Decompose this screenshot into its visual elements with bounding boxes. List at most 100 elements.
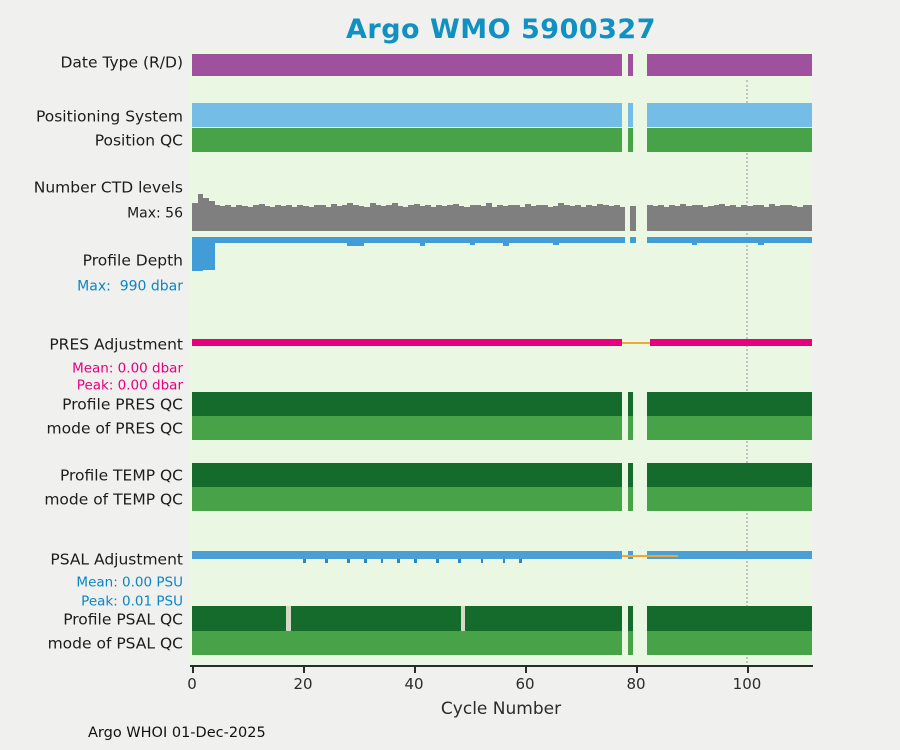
bar-profile-depth bbox=[336, 237, 343, 243]
bar-ctd-levels bbox=[386, 204, 393, 231]
bar-ctd-levels bbox=[652, 205, 659, 231]
bar-profile-depth bbox=[419, 237, 426, 246]
bar-profile-depth bbox=[752, 237, 759, 243]
bar-ctd-levels bbox=[663, 206, 670, 231]
band-date-type bbox=[192, 54, 623, 76]
bar-ctd-levels bbox=[525, 203, 531, 231]
row-sublabel-psal-adjustment-0: Mean: 0.00 PSU bbox=[76, 574, 183, 591]
bar-profile-depth bbox=[735, 237, 742, 243]
bar-ctd-levels bbox=[480, 205, 487, 231]
band-mode-temp-qc bbox=[628, 487, 634, 511]
bar-ctd-levels bbox=[475, 205, 481, 231]
tick-psal-adjustment bbox=[436, 559, 439, 563]
bar-profile-depth bbox=[708, 237, 715, 243]
row-label-position-qc: Position QC bbox=[94, 131, 183, 150]
bar-ctd-levels bbox=[325, 206, 332, 231]
bar-ctd-levels bbox=[691, 205, 698, 231]
band-positioning-system bbox=[628, 103, 634, 127]
bar-profile-depth bbox=[774, 237, 781, 243]
bar-profile-depth bbox=[197, 237, 204, 271]
bar-profile-depth bbox=[241, 237, 248, 243]
band-position-qc bbox=[647, 128, 812, 152]
bar-profile-depth bbox=[341, 237, 348, 243]
bar-ctd-levels bbox=[414, 203, 420, 231]
bar-ctd-levels bbox=[502, 205, 509, 231]
bar-ctd-levels bbox=[447, 205, 454, 231]
bar-ctd-levels bbox=[730, 204, 737, 231]
bar-ctd-levels bbox=[347, 203, 354, 231]
bar-ctd-levels bbox=[774, 205, 781, 231]
bar-profile-depth bbox=[330, 237, 337, 244]
bar-ctd-levels bbox=[308, 207, 315, 231]
bar-ctd-levels bbox=[314, 204, 321, 231]
row-label-ctd-levels: Number CTD levels bbox=[33, 178, 183, 197]
bar-profile-depth bbox=[291, 237, 298, 243]
x-axis-tick-mark bbox=[192, 667, 194, 673]
bar-ctd-levels bbox=[264, 205, 271, 231]
bar-profile-depth bbox=[574, 237, 581, 243]
bar-ctd-levels bbox=[785, 204, 792, 231]
bar-profile-depth bbox=[230, 237, 237, 243]
row-label-positioning-system: Positioning System bbox=[35, 107, 183, 126]
bar-profile-depth bbox=[314, 237, 321, 243]
bar-profile-depth bbox=[808, 237, 812, 243]
bar-profile-depth bbox=[308, 237, 315, 243]
x-axis-tick-mark bbox=[303, 667, 305, 673]
band-date-type bbox=[647, 54, 812, 76]
bar-ctd-levels bbox=[619, 206, 626, 231]
bar-ctd-levels bbox=[674, 205, 681, 231]
band-profile-temp-qc bbox=[628, 463, 634, 487]
band-profile-temp-qc bbox=[192, 463, 623, 487]
bar-ctd-levels bbox=[519, 206, 526, 231]
row-label-mode-temp-qc: mode of TEMP QC bbox=[44, 490, 183, 509]
bar-ctd-levels bbox=[291, 206, 298, 231]
bar-ctd-levels bbox=[419, 205, 426, 231]
bar-profile-depth bbox=[319, 237, 326, 243]
bar-profile-depth bbox=[758, 237, 765, 246]
bar-ctd-levels bbox=[597, 203, 604, 231]
bar-profile-depth bbox=[569, 237, 576, 243]
band-mode-psal-qc bbox=[628, 631, 634, 655]
bar-profile-depth bbox=[591, 237, 598, 243]
bar-profile-depth bbox=[469, 237, 476, 246]
plot-area bbox=[190, 50, 812, 665]
row-label-mode-psal-qc: mode of PSAL QC bbox=[47, 634, 183, 653]
bar-ctd-levels bbox=[702, 206, 709, 231]
bar-ctd-levels bbox=[352, 204, 359, 231]
row-label-psal-adjustment: PSAL Adjustment bbox=[50, 550, 183, 569]
tick-psal-adjustment bbox=[364, 559, 367, 563]
bar-profile-depth bbox=[719, 237, 726, 243]
bar-ctd-levels bbox=[580, 206, 587, 231]
bar-profile-depth bbox=[502, 237, 509, 246]
bar-profile-depth bbox=[247, 237, 254, 243]
bar-profile-depth bbox=[364, 237, 370, 244]
bar-ctd-levels bbox=[802, 205, 809, 231]
bar-profile-depth bbox=[297, 237, 304, 243]
x-axis-line bbox=[190, 665, 813, 667]
row-sublabel-psal-adjustment-1: Peak: 0.01 PSU bbox=[81, 593, 183, 610]
bar-ctd-levels bbox=[214, 204, 221, 231]
bar-ctd-levels bbox=[275, 205, 282, 231]
bar-profile-depth bbox=[613, 237, 620, 243]
bar-profile-depth bbox=[203, 237, 210, 271]
row-sublabel-pres-adjustment-0: Mean: 0.00 dbar bbox=[72, 360, 183, 377]
bar-profile-depth bbox=[486, 237, 493, 243]
bar-ctd-levels bbox=[330, 203, 337, 231]
bar-ctd-levels bbox=[469, 204, 476, 231]
tick-psal-adjustment bbox=[397, 559, 400, 563]
bar-profile-depth bbox=[791, 237, 798, 244]
bar-ctd-levels bbox=[225, 205, 232, 231]
bar-profile-depth bbox=[785, 237, 792, 243]
bar-ctd-levels bbox=[808, 204, 812, 231]
tick-psal-adjustment bbox=[480, 559, 484, 563]
bar-ctd-levels bbox=[458, 205, 465, 231]
bar-ctd-levels bbox=[486, 203, 493, 231]
bar-profile-depth bbox=[280, 237, 287, 243]
bar-ctd-levels bbox=[508, 204, 515, 231]
x-axis-tick-label: 60 bbox=[515, 675, 535, 693]
bar-profile-depth bbox=[253, 237, 259, 244]
band-profile-psal-qc bbox=[460, 606, 466, 631]
bar-profile-depth bbox=[275, 237, 282, 243]
bar-ctd-levels bbox=[269, 206, 276, 231]
bar-ctd-levels bbox=[375, 205, 382, 231]
